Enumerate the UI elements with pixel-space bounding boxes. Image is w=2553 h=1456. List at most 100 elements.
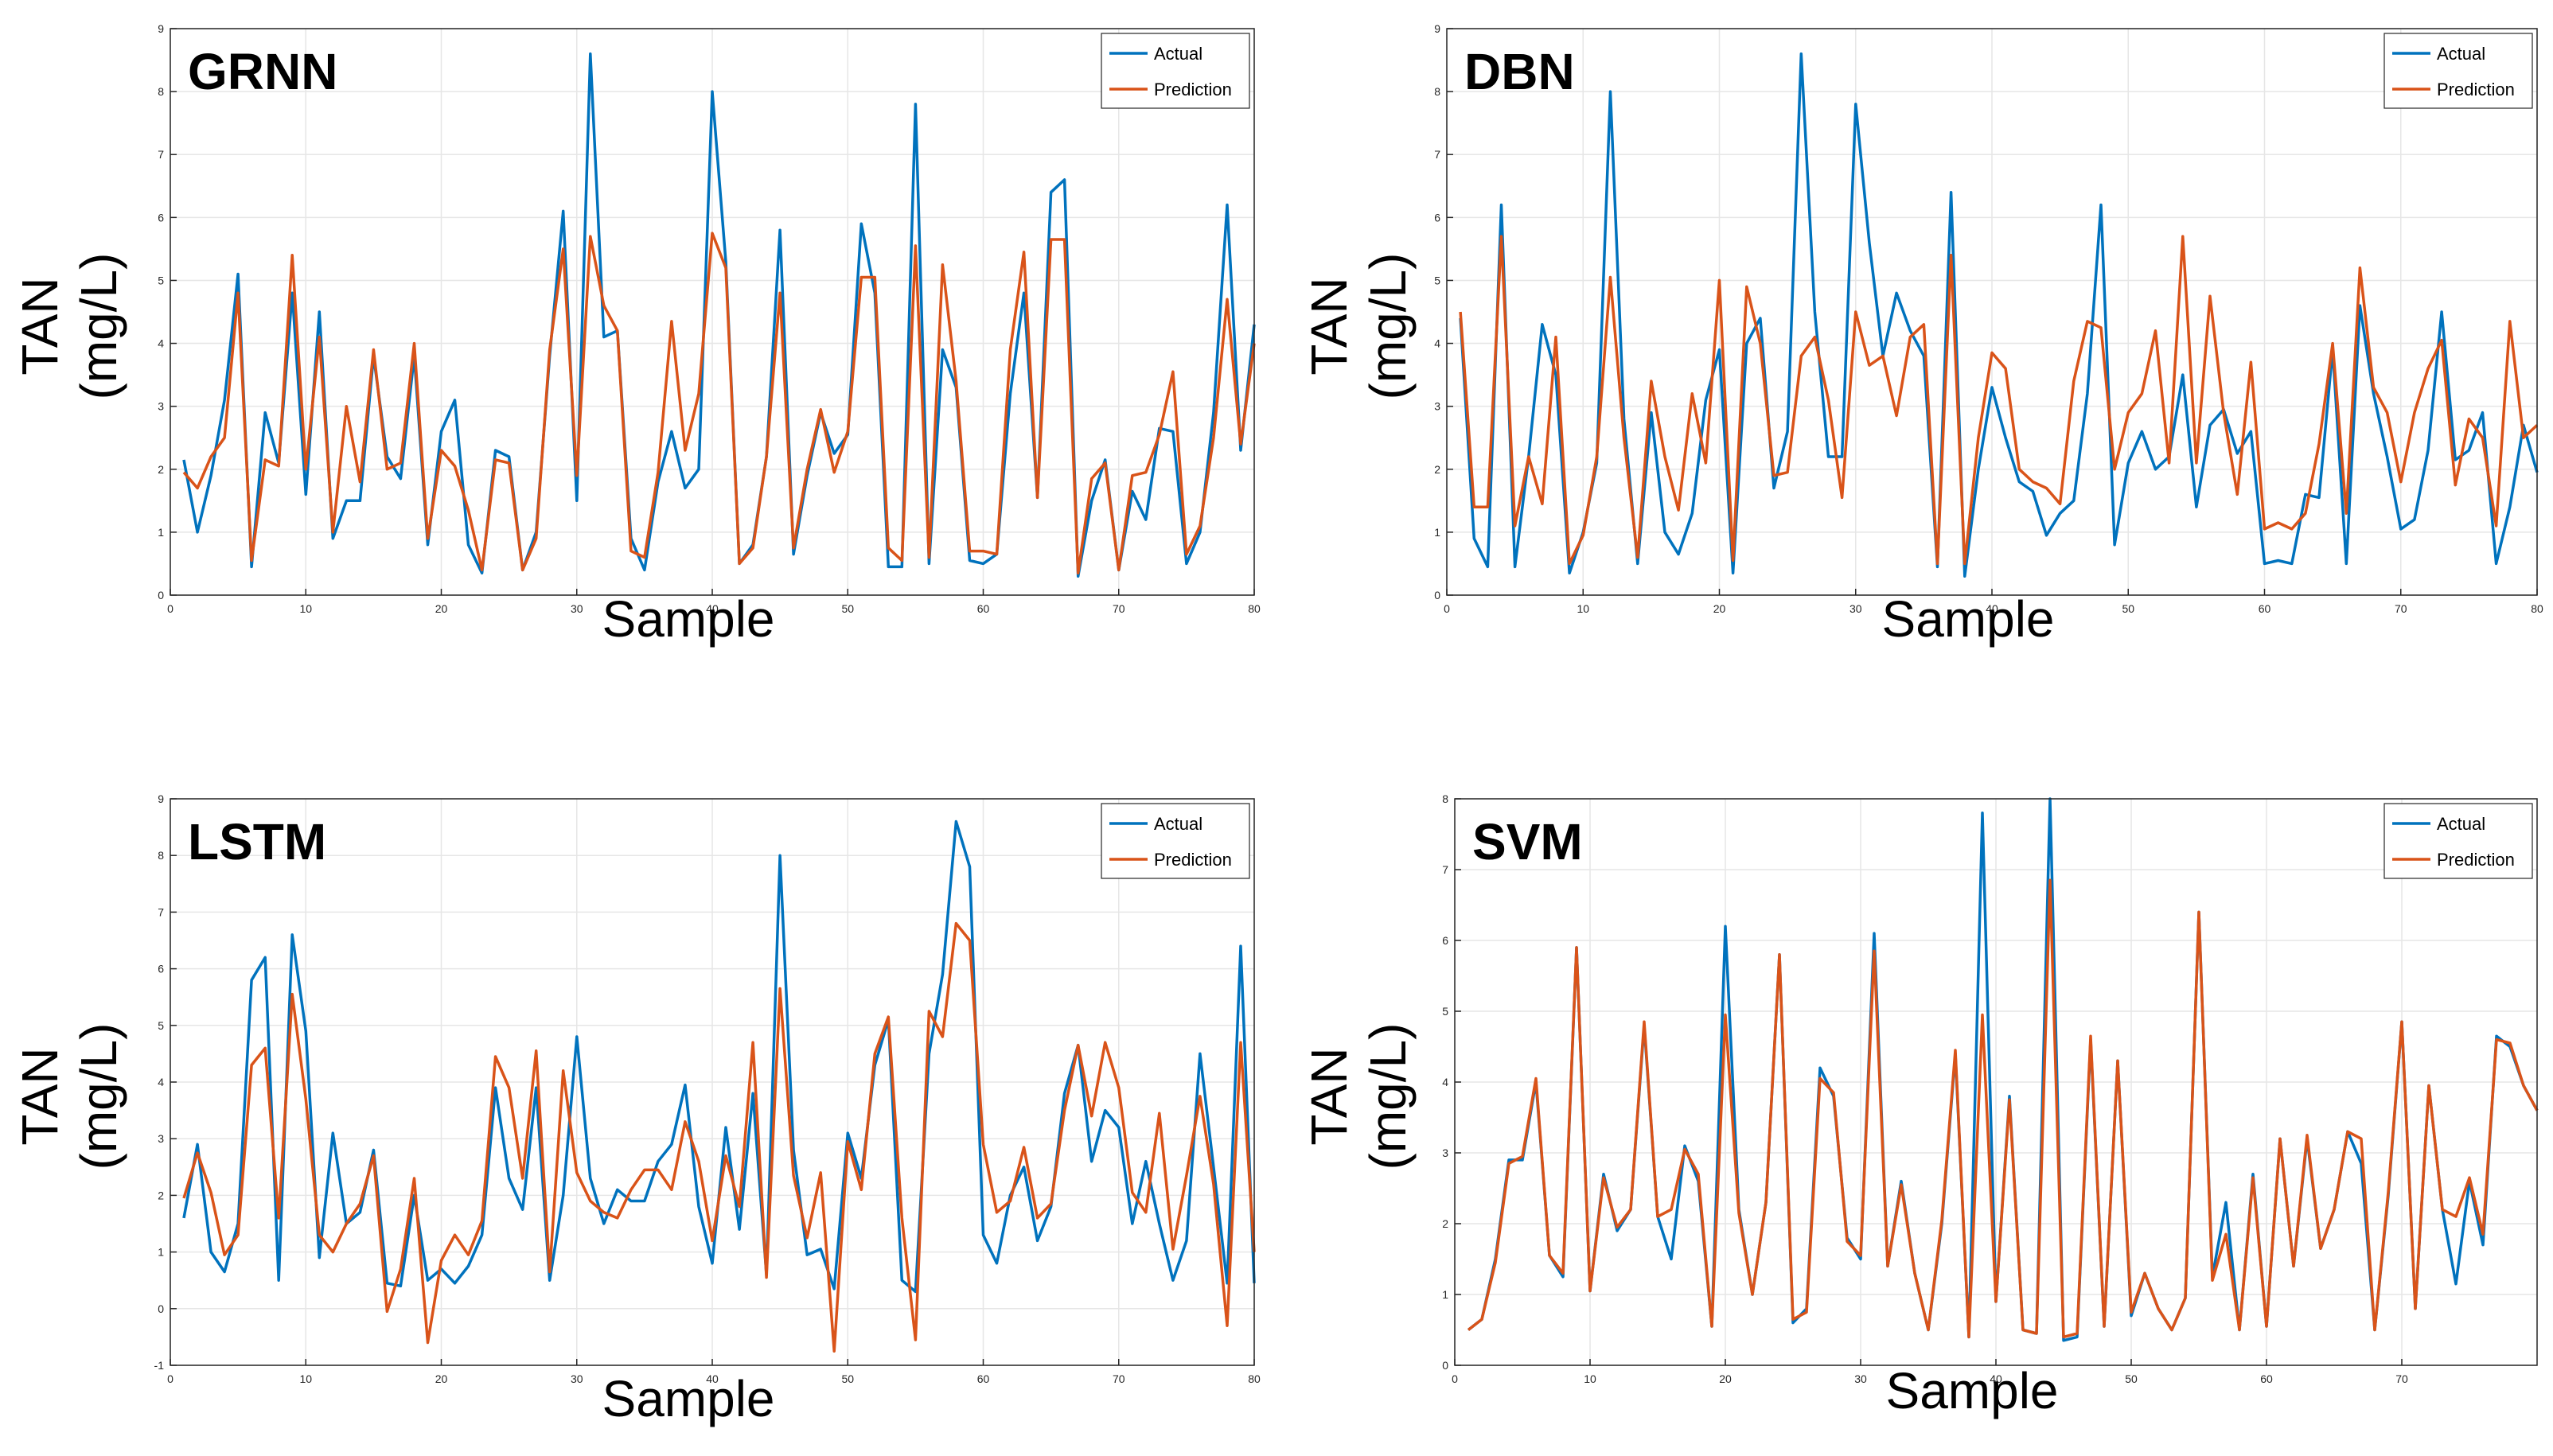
grnn-y-axis-label-line: (mg/L) bbox=[70, 253, 127, 400]
grnn-x-tick-label: 50 bbox=[841, 602, 854, 615]
lstm-x-tick-label: 60 bbox=[977, 1372, 990, 1385]
grnn-y-tick-label: 5 bbox=[158, 274, 164, 286]
svm-y-tick-label: 7 bbox=[1442, 863, 1448, 876]
dbn-x-tick-label: 70 bbox=[2395, 602, 2407, 615]
svm-y-tick-label: 1 bbox=[1442, 1288, 1448, 1301]
svm-x-tick-label: 0 bbox=[1452, 1372, 1458, 1385]
lstm-y-tick-label: 4 bbox=[158, 1076, 164, 1088]
grnn-y-tick-label: 8 bbox=[158, 85, 164, 98]
dbn-y-axis-label-line: TAN bbox=[1300, 277, 1358, 375]
grnn-panel: 0 10 20 30 40 50 60 70 80 0 1 2 3 4 5 6 7 8 9 GRNN Sample TAN… bbox=[11, 22, 1261, 648]
grnn-series-prediction bbox=[182, 232, 1256, 575]
svm-legend-label-actual: Actual bbox=[2437, 814, 2485, 834]
dbn-y-tick-label: 2 bbox=[1434, 463, 1440, 476]
dbn-x-tick-label: 10 bbox=[1577, 602, 1589, 615]
dbn-y-tick-label: 1 bbox=[1434, 526, 1440, 539]
lstm-y-tick-label: -1 bbox=[154, 1359, 165, 1372]
lstm-panel-title: LSTM bbox=[188, 813, 326, 870]
svm-x-tick-label: 60 bbox=[2260, 1372, 2273, 1385]
lstm-legend-box bbox=[1101, 803, 1250, 879]
svm-legend-box bbox=[2383, 803, 2533, 879]
lstm-legend-label-actual: Actual bbox=[1154, 814, 1202, 834]
lstm-y-tick-label: 8 bbox=[158, 849, 164, 862]
lstm-y-tick-label: 2 bbox=[158, 1189, 164, 1201]
lstm-y-tick-label: 1 bbox=[158, 1246, 164, 1259]
svm-panel-title: SVM bbox=[1472, 813, 1583, 870]
lstm-y-axis-label-line: (mg/L) bbox=[70, 1023, 127, 1170]
dbn-y-axis-label-line: (mg/L) bbox=[1359, 253, 1417, 400]
svm-x-tick-label: 40 bbox=[1990, 1372, 2002, 1385]
dbn-legend-box bbox=[2383, 33, 2533, 109]
grnn-legend-label-prediction: Prediction bbox=[1154, 80, 1232, 99]
dbn-x-tick-label: 30 bbox=[1849, 602, 1862, 615]
svm-legend: Actual Prediction bbox=[2383, 803, 2533, 879]
grnn-legend-box bbox=[1101, 33, 1250, 109]
lstm-x-axis-label: Sample bbox=[602, 1370, 775, 1427]
lstm-legend-label-prediction: Prediction bbox=[1154, 850, 1232, 870]
grnn-y-tick-label: 6 bbox=[158, 211, 164, 224]
lstm-y-tick-label: 7 bbox=[158, 905, 164, 918]
svm-x-tick-label: 20 bbox=[1719, 1372, 1732, 1385]
grnn-y-tick-label: 9 bbox=[158, 22, 164, 35]
grnn-y-tick-label: 3 bbox=[158, 400, 164, 413]
lstm-y-tick-label: 0 bbox=[158, 1302, 164, 1315]
grnn-x-tick-label: 70 bbox=[1113, 602, 1125, 615]
grnn-y-tick-label: 2 bbox=[158, 463, 164, 476]
grnn-y-tick-label: 1 bbox=[158, 526, 164, 539]
dbn-y-tick-label: 5 bbox=[1434, 274, 1440, 286]
lstm-y-axis-label-line: TAN bbox=[11, 1047, 68, 1145]
lstm-x-tick-label: 70 bbox=[1113, 1372, 1125, 1385]
svm-y-axis-label: TAN (mg/L) bbox=[1300, 1023, 1417, 1170]
dbn-y-axis-label: TAN (mg/L) bbox=[1300, 253, 1417, 400]
dbn-y-tick-label: 3 bbox=[1434, 400, 1440, 413]
svm-y-tick-label: 8 bbox=[1442, 792, 1448, 805]
dbn-y-tick-label: 4 bbox=[1434, 337, 1440, 350]
dbn-panel: 0 10 20 30 40 50 60 70 80 0 1 2 3 4 5 6 7 8 9 DBN Sample TAN(… bbox=[1300, 22, 2543, 648]
grnn-x-tick-label: 20 bbox=[435, 602, 448, 615]
lstm-x-tick-label: 20 bbox=[435, 1372, 448, 1385]
svm-y-tick-label: 5 bbox=[1442, 1005, 1448, 1018]
grnn-y-axis-label: TAN (mg/L) bbox=[11, 253, 127, 400]
grnn-x-tick-label: 10 bbox=[299, 602, 312, 615]
lstm-y-tick-label: 5 bbox=[158, 1019, 164, 1032]
dbn-legend: Actual Prediction bbox=[2383, 33, 2533, 109]
lstm-y-tick-label: 6 bbox=[158, 963, 164, 975]
svm-y-tick-label: 2 bbox=[1442, 1217, 1448, 1230]
lstm-x-tick-label: 50 bbox=[841, 1372, 854, 1385]
dbn-x-tick-label: 50 bbox=[2122, 602, 2134, 615]
grnn-x-axis-label: Sample bbox=[602, 590, 775, 648]
grnn-y-axis-label-line: TAN bbox=[11, 277, 68, 375]
lstm-series-prediction bbox=[182, 921, 1256, 1353]
dbn-series-prediction bbox=[1459, 235, 2539, 566]
lstm-x-tick-label: 80 bbox=[1248, 1372, 1261, 1385]
grnn-x-tick-label: 0 bbox=[167, 602, 173, 615]
lstm-x-tick-label: 40 bbox=[706, 1372, 719, 1385]
svm-y-tick-label: 0 bbox=[1442, 1359, 1448, 1372]
svm-panel: 0 10 20 30 40 50 60 70 0 1 2 3 4 5 6 7 8 SVM Sample TAN (mg/… bbox=[1300, 792, 2539, 1419]
lstm-x-tick-label: 30 bbox=[571, 1372, 583, 1385]
svm-x-tick-label: 70 bbox=[2395, 1372, 2408, 1385]
dbn-x-tick-label: 20 bbox=[1713, 602, 1726, 615]
grnn-x-tick-label: 30 bbox=[571, 602, 583, 615]
lstm-y-tick-label: 3 bbox=[158, 1132, 164, 1145]
svm-y-tick-label: 4 bbox=[1442, 1076, 1448, 1088]
dbn-y-tick-label: 7 bbox=[1434, 148, 1440, 161]
lstm-y-axis-label: TAN (mg/L) bbox=[11, 1023, 127, 1170]
grnn-x-tick-label: 80 bbox=[1248, 602, 1261, 615]
dbn-x-tick-label: 0 bbox=[1444, 602, 1450, 615]
svm-x-axis-label: Sample bbox=[1886, 1362, 2059, 1419]
dbn-y-tick-label: 8 bbox=[1434, 85, 1440, 98]
grnn-legend: Actual Prediction bbox=[1101, 33, 1250, 109]
svm-y-axis-label-line: (mg/L) bbox=[1359, 1023, 1417, 1170]
dbn-x-tick-label: 40 bbox=[1986, 602, 1998, 615]
svm-x-tick-label: 10 bbox=[1584, 1372, 1596, 1385]
dbn-legend-label-actual: Actual bbox=[2437, 44, 2485, 64]
dbn-x-tick-label: 60 bbox=[2259, 602, 2271, 615]
lstm-x-tick-label: 10 bbox=[299, 1372, 312, 1385]
grnn-x-tick-label: 40 bbox=[706, 602, 719, 615]
grnn-legend-label-actual: Actual bbox=[1154, 44, 1202, 64]
svm-y-tick-label: 6 bbox=[1442, 934, 1448, 947]
grnn-panel-title: GRNN bbox=[188, 43, 337, 100]
dbn-legend-label-prediction: Prediction bbox=[2437, 80, 2515, 99]
